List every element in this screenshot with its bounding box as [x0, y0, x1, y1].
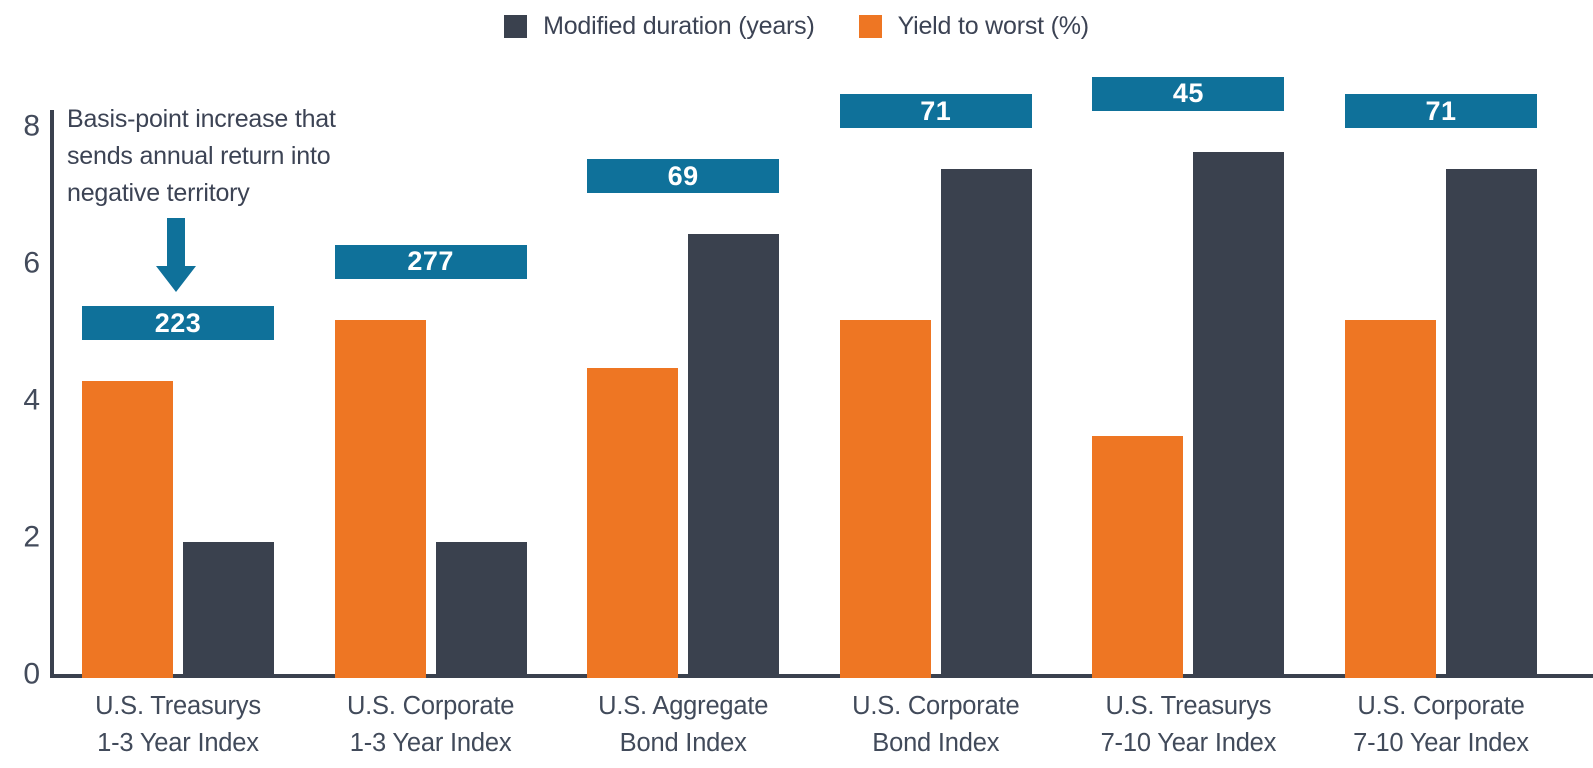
- x-axis-line: [50, 674, 1593, 678]
- modified-duration-swatch-icon: [504, 15, 528, 38]
- x-axis-category-label: U.S. Treasurys 1-3 Year Index: [95, 692, 261, 757]
- bp-increase-badge: 223: [82, 306, 274, 341]
- bp-increase-badge: 71: [839, 94, 1032, 129]
- bar-modified-duration: [435, 542, 527, 678]
- legend-item-modified-duration: Modified duration (years): [504, 12, 815, 41]
- x-axis-category-label: U.S. Corporate 1-3 Year Index: [346, 692, 515, 757]
- bp-increase-badge: 45: [1092, 76, 1285, 111]
- bp-increase-badge: 277: [334, 244, 527, 279]
- legend: Modified duration (years) Yield to worst…: [0, 12, 1593, 41]
- bar-yield-to-worst: [839, 319, 931, 678]
- bar-yield-to-worst: [1345, 319, 1436, 678]
- y-tick-label: 8: [23, 109, 40, 143]
- annotation-line: negative territory: [67, 179, 250, 207]
- y-tick-label: 2: [23, 520, 40, 554]
- legend-label-yield-to-worst: Yield to worst (%): [897, 12, 1090, 40]
- bp-increase-badge: 71: [1345, 94, 1537, 129]
- yield-to-worst-swatch-icon: [858, 15, 882, 38]
- legend-item-yield-to-worst: Yield to worst (%): [858, 12, 1090, 41]
- legend-label-modified-duration: Modified duration (years): [543, 12, 815, 40]
- bar-modified-duration: [1193, 151, 1285, 678]
- x-axis-category-label: U.S. Corporate 7-10 Year Index: [1353, 692, 1529, 757]
- annotation-line: sends annual return into: [67, 142, 331, 170]
- bar-modified-duration: [940, 169, 1032, 678]
- bar-modified-duration: [1446, 169, 1537, 678]
- y-tick-label: 4: [23, 383, 40, 417]
- y-tick-label: 6: [23, 246, 40, 280]
- bar-yield-to-worst: [1092, 436, 1184, 678]
- bar-modified-duration: [688, 234, 780, 678]
- x-axis-category-label: U.S. Aggregate Bond Index: [598, 692, 769, 757]
- bar-yield-to-worst: [82, 381, 173, 678]
- y-tick-label: 0: [23, 657, 40, 691]
- down-arrow-icon: [156, 218, 196, 292]
- annotation-text: Basis-point increase that sends annual r…: [67, 101, 336, 212]
- bar-yield-to-worst: [587, 367, 679, 678]
- annotation-line: Basis-point increase that: [67, 105, 336, 133]
- bar-yield-to-worst: [334, 319, 426, 678]
- x-axis-category-label: U.S. Corporate Bond Index: [852, 692, 1020, 757]
- x-axis-category-label: U.S. Treasurys 7-10 Year Index: [1100, 692, 1277, 757]
- bp-increase-badge: 69: [587, 159, 780, 194]
- bar-modified-duration: [183, 542, 274, 678]
- y-axis-line: [50, 110, 54, 678]
